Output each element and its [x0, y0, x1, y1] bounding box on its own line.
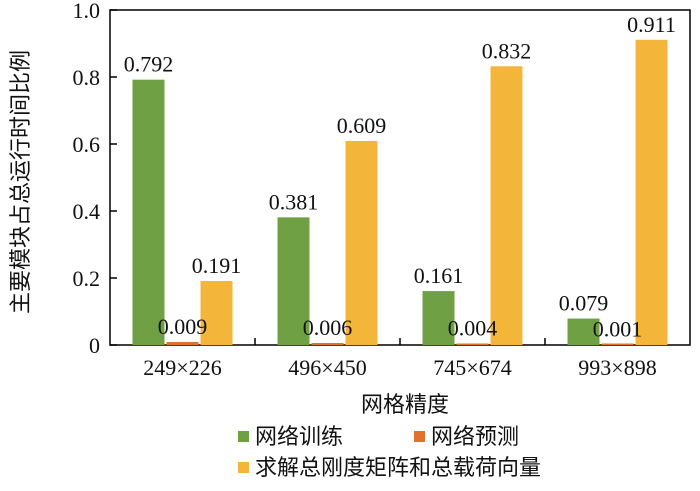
legend: 网络训练 网络预测 求解总刚度矩阵和总载荷向量 — [238, 425, 541, 481]
y-tick-label: 0.2 — [73, 266, 101, 291]
x-axis: 249×226 496×450 745×674 993×898 — [143, 338, 657, 380]
data-label: 0.191 — [192, 253, 242, 278]
data-label: 0.004 — [448, 316, 498, 341]
bar — [166, 341, 199, 345]
data-labels: 0.792 0.009 0.191 0.381 0.006 0.609 0.161 0.004… — [124, 12, 676, 342]
x-tick-label: 745×674 — [433, 355, 511, 380]
legend-label-assembly: 求解总刚度矩阵和总载荷向量 — [255, 456, 541, 481]
bar — [635, 39, 668, 345]
bar — [311, 342, 344, 345]
bar — [567, 318, 600, 345]
y-tick-label: 0.8 — [73, 65, 101, 90]
x-axis-title: 网格精度 — [361, 393, 449, 418]
legend-label-training: 网络训练 — [255, 425, 343, 450]
data-label: 0.079 — [559, 291, 609, 316]
legend-swatch-training — [238, 431, 249, 442]
x-tick-label: 496×450 — [288, 355, 366, 380]
y-axis: 0 0.2 0.4 0.6 0.8 1.0 — [73, 0, 117, 358]
legend-swatch-assembly — [238, 462, 249, 473]
x-tick-label: 993×898 — [578, 355, 656, 380]
bar — [601, 343, 634, 345]
x-tick-label: 249×226 — [143, 355, 221, 380]
bar — [200, 281, 233, 345]
y-tick-label: 0.4 — [73, 199, 101, 224]
bar — [277, 217, 310, 345]
data-label: 0.161 — [414, 263, 464, 288]
data-label: 0.381 — [269, 189, 319, 214]
y-tick-label: 0.6 — [73, 132, 101, 157]
bars — [132, 39, 668, 346]
legend-swatch-prediction — [414, 431, 425, 442]
bar — [490, 66, 523, 345]
data-label: 0.006 — [303, 315, 353, 340]
data-label: 0.609 — [337, 113, 387, 138]
data-label: 0.832 — [482, 38, 532, 63]
bar — [422, 291, 455, 345]
bar — [132, 79, 165, 346]
y-tick-label: 0 — [89, 333, 100, 358]
legend-label-prediction: 网络预测 — [431, 425, 519, 450]
bar — [456, 343, 489, 345]
data-label: 0.001 — [593, 317, 643, 342]
bar — [345, 140, 378, 345]
data-label: 0.911 — [627, 12, 676, 37]
data-label: 0.792 — [124, 52, 174, 77]
y-axis-title: 主要模块占总运行时间比例 — [9, 50, 34, 314]
y-tick-label: 1.0 — [73, 0, 101, 23]
data-label: 0.009 — [158, 314, 208, 339]
